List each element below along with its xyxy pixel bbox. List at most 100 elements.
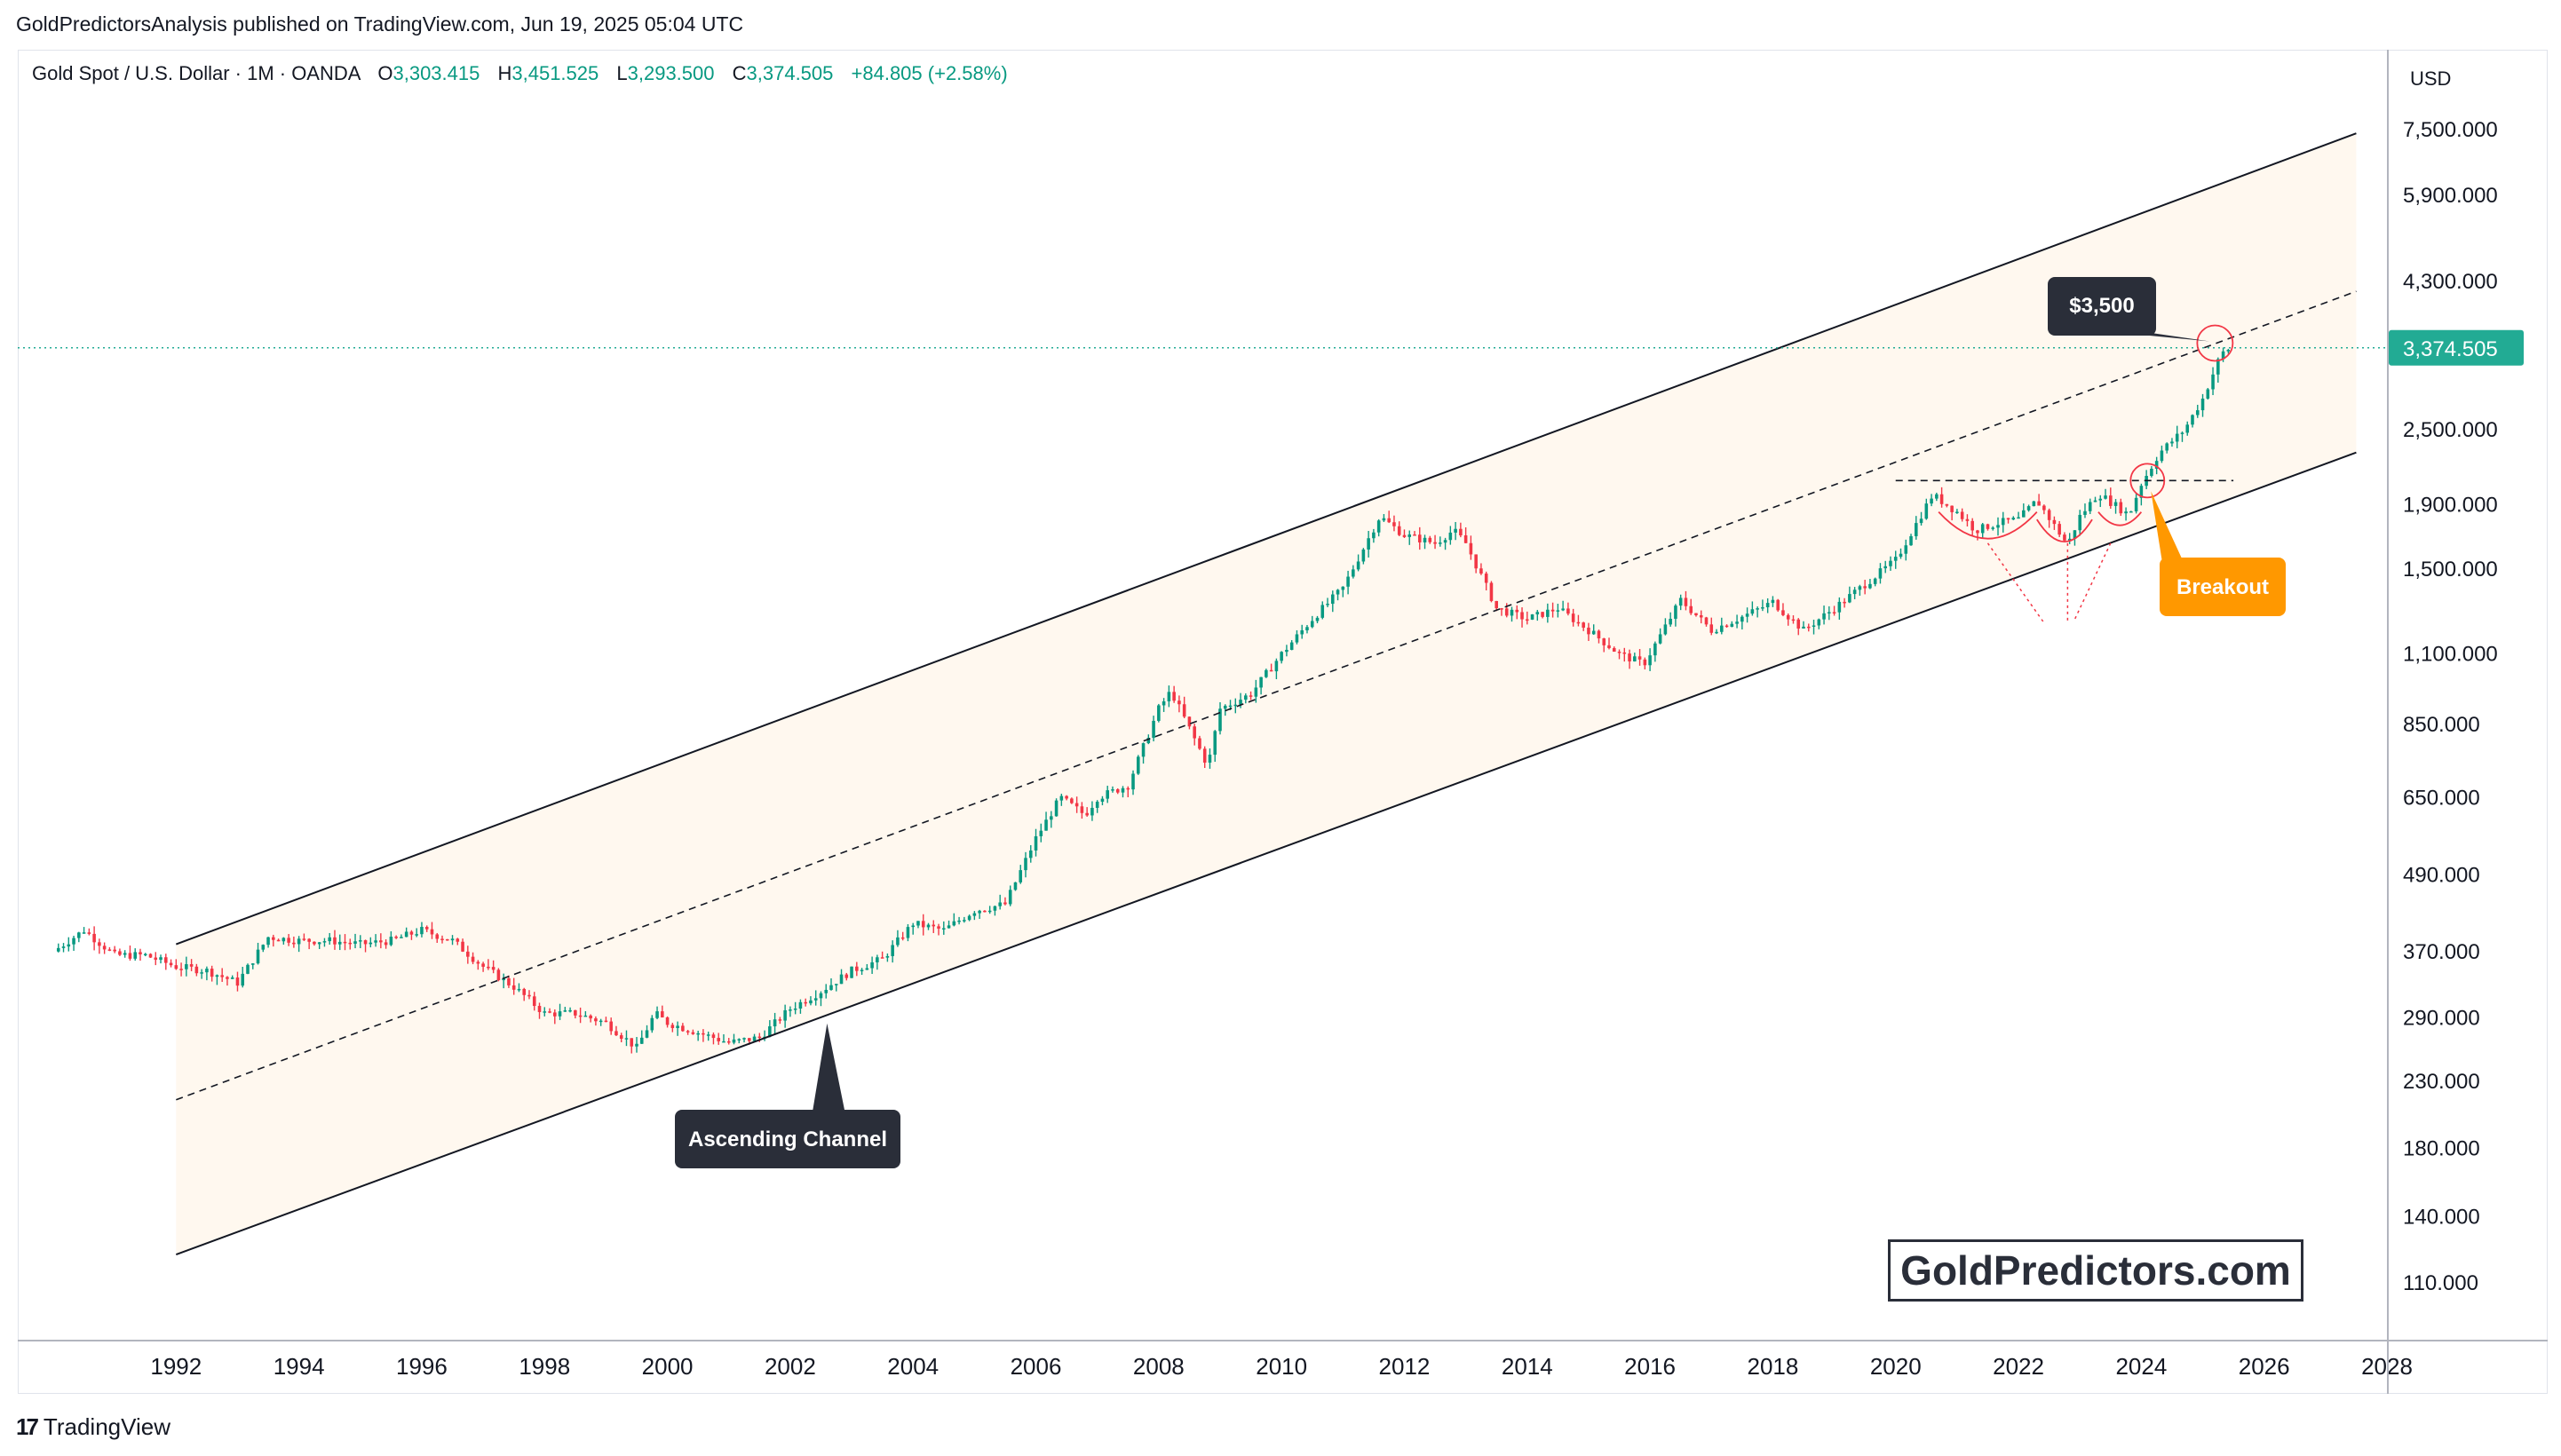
candle-body (1515, 609, 1519, 613)
time-tick-label: 2018 (1747, 1353, 1798, 1380)
candle-body (1899, 553, 1903, 558)
candle-body (82, 932, 86, 934)
symbol-legend[interactable]: Gold Spot / U.S. Dollar · 1M · OANDA O3,… (32, 62, 1008, 85)
candle-body (1935, 494, 1939, 499)
candle-body (1193, 726, 1196, 739)
candle-body (2063, 534, 2066, 541)
candle-body (56, 947, 60, 952)
price-tick-label: 290.000 (2403, 1007, 2480, 1031)
candle-body (1361, 549, 1366, 562)
time-axis[interactable]: 1992 1994 1996 1998 2000 2002 2004 2006 2008 2010… (150, 1353, 2413, 1380)
candle-body (2032, 501, 2036, 507)
candle-body (1249, 695, 1253, 697)
price-tick-label: 1,900.000 (2403, 493, 2498, 517)
candle-body (1709, 624, 1714, 633)
candle-body (829, 985, 833, 990)
candle-body (1991, 527, 1995, 529)
candle-body (1612, 648, 1616, 653)
chart-pane[interactable] (18, 50, 2548, 1394)
candle-body (911, 925, 915, 928)
candle-body (819, 993, 823, 999)
candle-body (226, 977, 229, 979)
channel-upper-line[interactable] (175, 132, 2357, 946)
candle-body (1285, 649, 1288, 653)
pattern-pointer-line (2073, 542, 2112, 622)
close-label: C (732, 62, 747, 84)
low-value: 3,293.500 (627, 62, 715, 84)
candle-body (200, 972, 203, 974)
candle-body (87, 932, 91, 934)
annotations-group: $3,500 Breakout Ascending Channel (675, 277, 2286, 1168)
currency-label[interactable]: USD (2410, 67, 2452, 90)
candle-body (1295, 634, 1299, 643)
candle-body (1244, 695, 1248, 700)
candle-body (670, 1025, 675, 1028)
candle-body (471, 956, 475, 962)
price-axis[interactable]: 7,500.000 5,900.000 4,300.000 2,500.000 1,90… (2389, 118, 2524, 1295)
candle-body (1157, 705, 1161, 721)
candle-body (1428, 537, 1432, 542)
candle-body (972, 913, 977, 916)
candle-body (507, 977, 511, 985)
candle-body (2170, 441, 2174, 444)
candle-body (783, 1009, 787, 1021)
candle-body (1402, 534, 1407, 537)
candle-body (363, 940, 368, 945)
breakout-circle (2129, 463, 2166, 499)
price-tick-label: 850.000 (2403, 713, 2480, 737)
candle-body (128, 953, 132, 959)
candle-body (681, 1025, 685, 1032)
candle-body (2037, 501, 2041, 506)
candle-body (139, 952, 142, 954)
candle-body (1939, 494, 1944, 504)
candle-body (487, 966, 490, 969)
candle-body (1387, 518, 1391, 523)
candle-body (159, 957, 163, 961)
candle-body (2078, 514, 2081, 531)
candle-body (1678, 597, 1683, 606)
candle-body (343, 941, 347, 944)
candle-body (742, 1038, 746, 1040)
channel-mid-line[interactable] (176, 290, 2357, 1101)
candle-body (1172, 692, 1176, 701)
candle-body (834, 984, 838, 985)
candle-body (1100, 798, 1105, 803)
tradingview-brand[interactable]: 17 TradingView (16, 1413, 170, 1441)
candle-body (1090, 807, 1094, 816)
candle-body (328, 937, 331, 942)
candle-body (2160, 450, 2164, 462)
candle-body (1326, 604, 1329, 605)
candle-body (655, 1011, 659, 1018)
candle-body (824, 989, 829, 993)
time-tick-label: 1992 (150, 1353, 202, 1380)
candle-body (1822, 613, 1826, 620)
candle-body (1146, 738, 1151, 744)
candle-body (1352, 569, 1355, 577)
channel-lower-line[interactable] (175, 451, 2357, 1255)
candle-body (1259, 677, 1263, 688)
candle-body (1587, 627, 1590, 635)
candle-body (952, 921, 956, 926)
candle-body (1643, 659, 1647, 666)
candle-body (1198, 738, 1201, 749)
candle-body (706, 1034, 710, 1036)
candle-body (1883, 566, 1887, 569)
candle-body (1694, 613, 1698, 616)
candle-body (2109, 495, 2113, 506)
candle-body (348, 942, 353, 945)
candle-body (2098, 498, 2103, 501)
candle-body (1812, 625, 1816, 627)
candle-body (661, 1011, 664, 1017)
candle-body (404, 931, 408, 938)
time-tick-label: 2022 (1993, 1353, 2044, 1380)
candle-body (266, 937, 270, 946)
price-tick-label: 490.000 (2403, 863, 2480, 887)
candle-body (645, 1030, 649, 1038)
candle-body (1050, 816, 1053, 820)
candle-body (1776, 599, 1780, 611)
candle-body (1622, 652, 1627, 654)
candle-body (1852, 590, 1857, 595)
candle-body (189, 964, 194, 967)
candle-body (1669, 618, 1672, 625)
